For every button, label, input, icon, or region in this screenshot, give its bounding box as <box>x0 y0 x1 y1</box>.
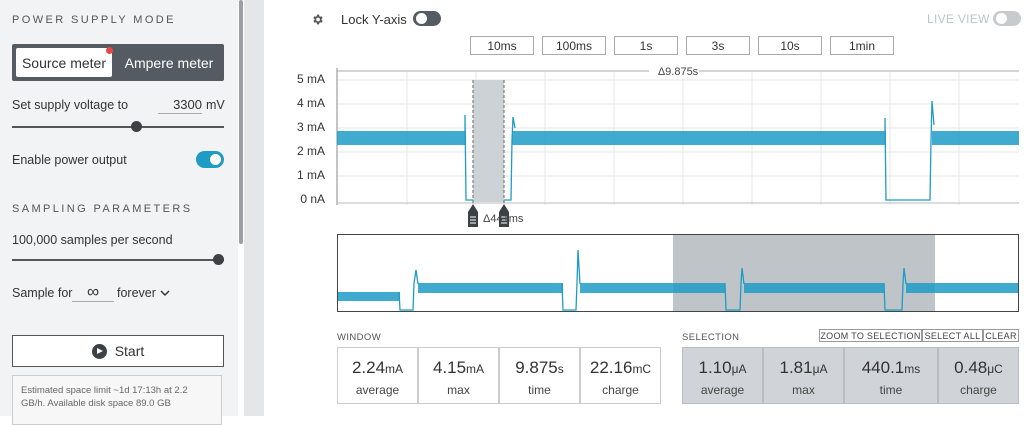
window-time: 9.875s time <box>499 347 580 404</box>
selection-time: 440.1ms time <box>844 347 938 404</box>
y-tick-label: 0 nA <box>300 192 325 206</box>
supply-voltage-slider-thumb[interactable] <box>131 121 142 132</box>
window-average: 2.24mA average <box>337 347 418 404</box>
window-1min-button[interactable]: 1min <box>830 36 894 55</box>
supply-voltage-input[interactable] <box>158 96 202 114</box>
y-tick-label: 5 mA <box>296 72 325 86</box>
y-tick-label: 3 mA <box>296 120 325 134</box>
stat-label: average <box>355 383 400 397</box>
clear-button[interactable]: CLEAR <box>983 329 1019 342</box>
window-stats-title: WINDOW <box>337 332 382 343</box>
selection-region[interactable] <box>473 80 504 202</box>
stat-label: time <box>879 383 903 397</box>
stat-value: 9.875 <box>515 358 558 377</box>
selection-charge: 0.48μC charge <box>938 347 1019 404</box>
source-meter-button[interactable]: Source meter <box>16 47 113 77</box>
toggle-knob <box>210 154 221 165</box>
chevron-down-icon <box>160 289 170 296</box>
mode-switch: Source meter Ampere meter <box>12 44 224 81</box>
toggle-knob <box>996 13 1007 24</box>
window-100ms-button[interactable]: 100ms <box>542 36 606 55</box>
stat-label: average <box>700 383 745 397</box>
forever-label: forever <box>117 286 156 300</box>
stat-unit: ms <box>904 362 921 376</box>
window-10s-button[interactable]: 10s <box>758 36 822 55</box>
cursor-left-handle[interactable] <box>468 204 478 227</box>
stat-label: max <box>792 383 815 397</box>
window-10ms-button[interactable]: 10ms <box>470 36 534 55</box>
stat-value: 22.16 <box>589 358 633 377</box>
supply-voltage-unit: mV <box>206 98 225 112</box>
stat-value: 0.48 <box>954 358 988 377</box>
sample-rate-slider-thumb[interactable] <box>213 254 224 265</box>
stat-value: 2.24 <box>351 358 386 377</box>
live-view-label: LIVE VIEW <box>927 12 990 26</box>
stat-unit: μA <box>812 362 828 376</box>
source-meter-label: Source meter <box>21 54 107 71</box>
gear-icon[interactable] <box>311 13 324 29</box>
stat-label: time <box>528 383 551 397</box>
power-supply-title: POWER SUPPLY MODE <box>12 14 176 26</box>
stat-value: 1.10 <box>698 358 732 377</box>
selection-stats-title: SELECTION <box>682 332 740 343</box>
stat-unit: mA <box>466 362 485 376</box>
y-tick-label: 4 mA <box>296 96 325 110</box>
delta-label-bg <box>649 64 699 78</box>
stat-value: 440.1 <box>861 358 905 377</box>
play-icon <box>91 343 107 359</box>
window-max: 4.15mA max <box>418 347 499 404</box>
stat-value: 4.15 <box>432 358 467 377</box>
y-tick-label: 1 mA <box>296 168 325 182</box>
sample-rate-slider[interactable] <box>12 259 224 261</box>
sampling-title: SAMPLING PARAMETERS <box>12 203 193 215</box>
stat-label: charge <box>960 383 997 397</box>
ampere-meter-label: Ampere meter <box>124 54 214 71</box>
stat-unit: s <box>557 362 564 376</box>
delta-label: Δ9.875s <box>658 66 699 78</box>
main-trace <box>337 100 1019 201</box>
settings-gear-svg <box>313 14 323 25</box>
sidebar-scrollbar[interactable] <box>239 0 243 244</box>
chart-canvas: Δ9.875s Δ441ms <box>336 64 1019 312</box>
window-3s-button[interactable]: 3s <box>686 36 750 55</box>
sample-for-input[interactable]: ∞ <box>72 282 114 302</box>
lock-y-axis-toggle[interactable] <box>413 11 441 26</box>
selection-max: 1.81μA max <box>763 347 844 404</box>
stat-unit: μC <box>987 362 1003 376</box>
selection-average: 1.10μA average <box>682 347 763 404</box>
y-tick-label: 2 mA <box>296 144 325 158</box>
window-charge: 22.16mC charge <box>580 347 661 404</box>
sidebar: POWER SUPPLY MODE Source meter Ampere me… <box>0 0 238 425</box>
minimap-trace <box>338 249 1018 311</box>
lock-y-axis-label: Lock Y-axis <box>341 12 407 27</box>
toggle-knob <box>416 13 427 24</box>
active-dot-icon <box>106 47 113 54</box>
supply-voltage-label: Set supply voltage to <box>12 98 129 112</box>
stat-label: max <box>447 383 470 397</box>
stat-unit: mC <box>632 362 652 376</box>
select-all-button[interactable]: SELECT ALL <box>922 329 983 342</box>
minimap-window[interactable] <box>673 235 935 311</box>
live-view-toggle[interactable] <box>993 11 1021 26</box>
start-button[interactable]: Start <box>12 335 224 367</box>
stat-label: charge <box>602 383 639 397</box>
window-1s-button[interactable]: 1s <box>614 36 678 55</box>
start-label: Start <box>114 343 145 359</box>
divider <box>244 0 264 416</box>
supply-voltage-slider[interactable] <box>12 126 224 128</box>
stat-value: 1.81 <box>779 358 813 377</box>
forever-dropdown[interactable]: forever <box>117 286 170 300</box>
cursor-delta-label: Δ441ms <box>483 213 524 225</box>
enable-power-toggle[interactable] <box>196 151 224 168</box>
cursor-right-handle[interactable] <box>499 204 509 227</box>
stat-unit: mA <box>385 362 404 376</box>
stat-unit: μA <box>731 362 747 376</box>
zoom-to-selection-button[interactable]: ZOOM TO SELECTION <box>819 329 922 342</box>
sample-rate-label: 100,000 samples per second <box>12 233 173 247</box>
sample-for-label: Sample for <box>12 286 73 300</box>
enable-power-label: Enable power output <box>12 153 127 167</box>
ampere-meter-button[interactable]: Ampere meter <box>116 48 222 77</box>
